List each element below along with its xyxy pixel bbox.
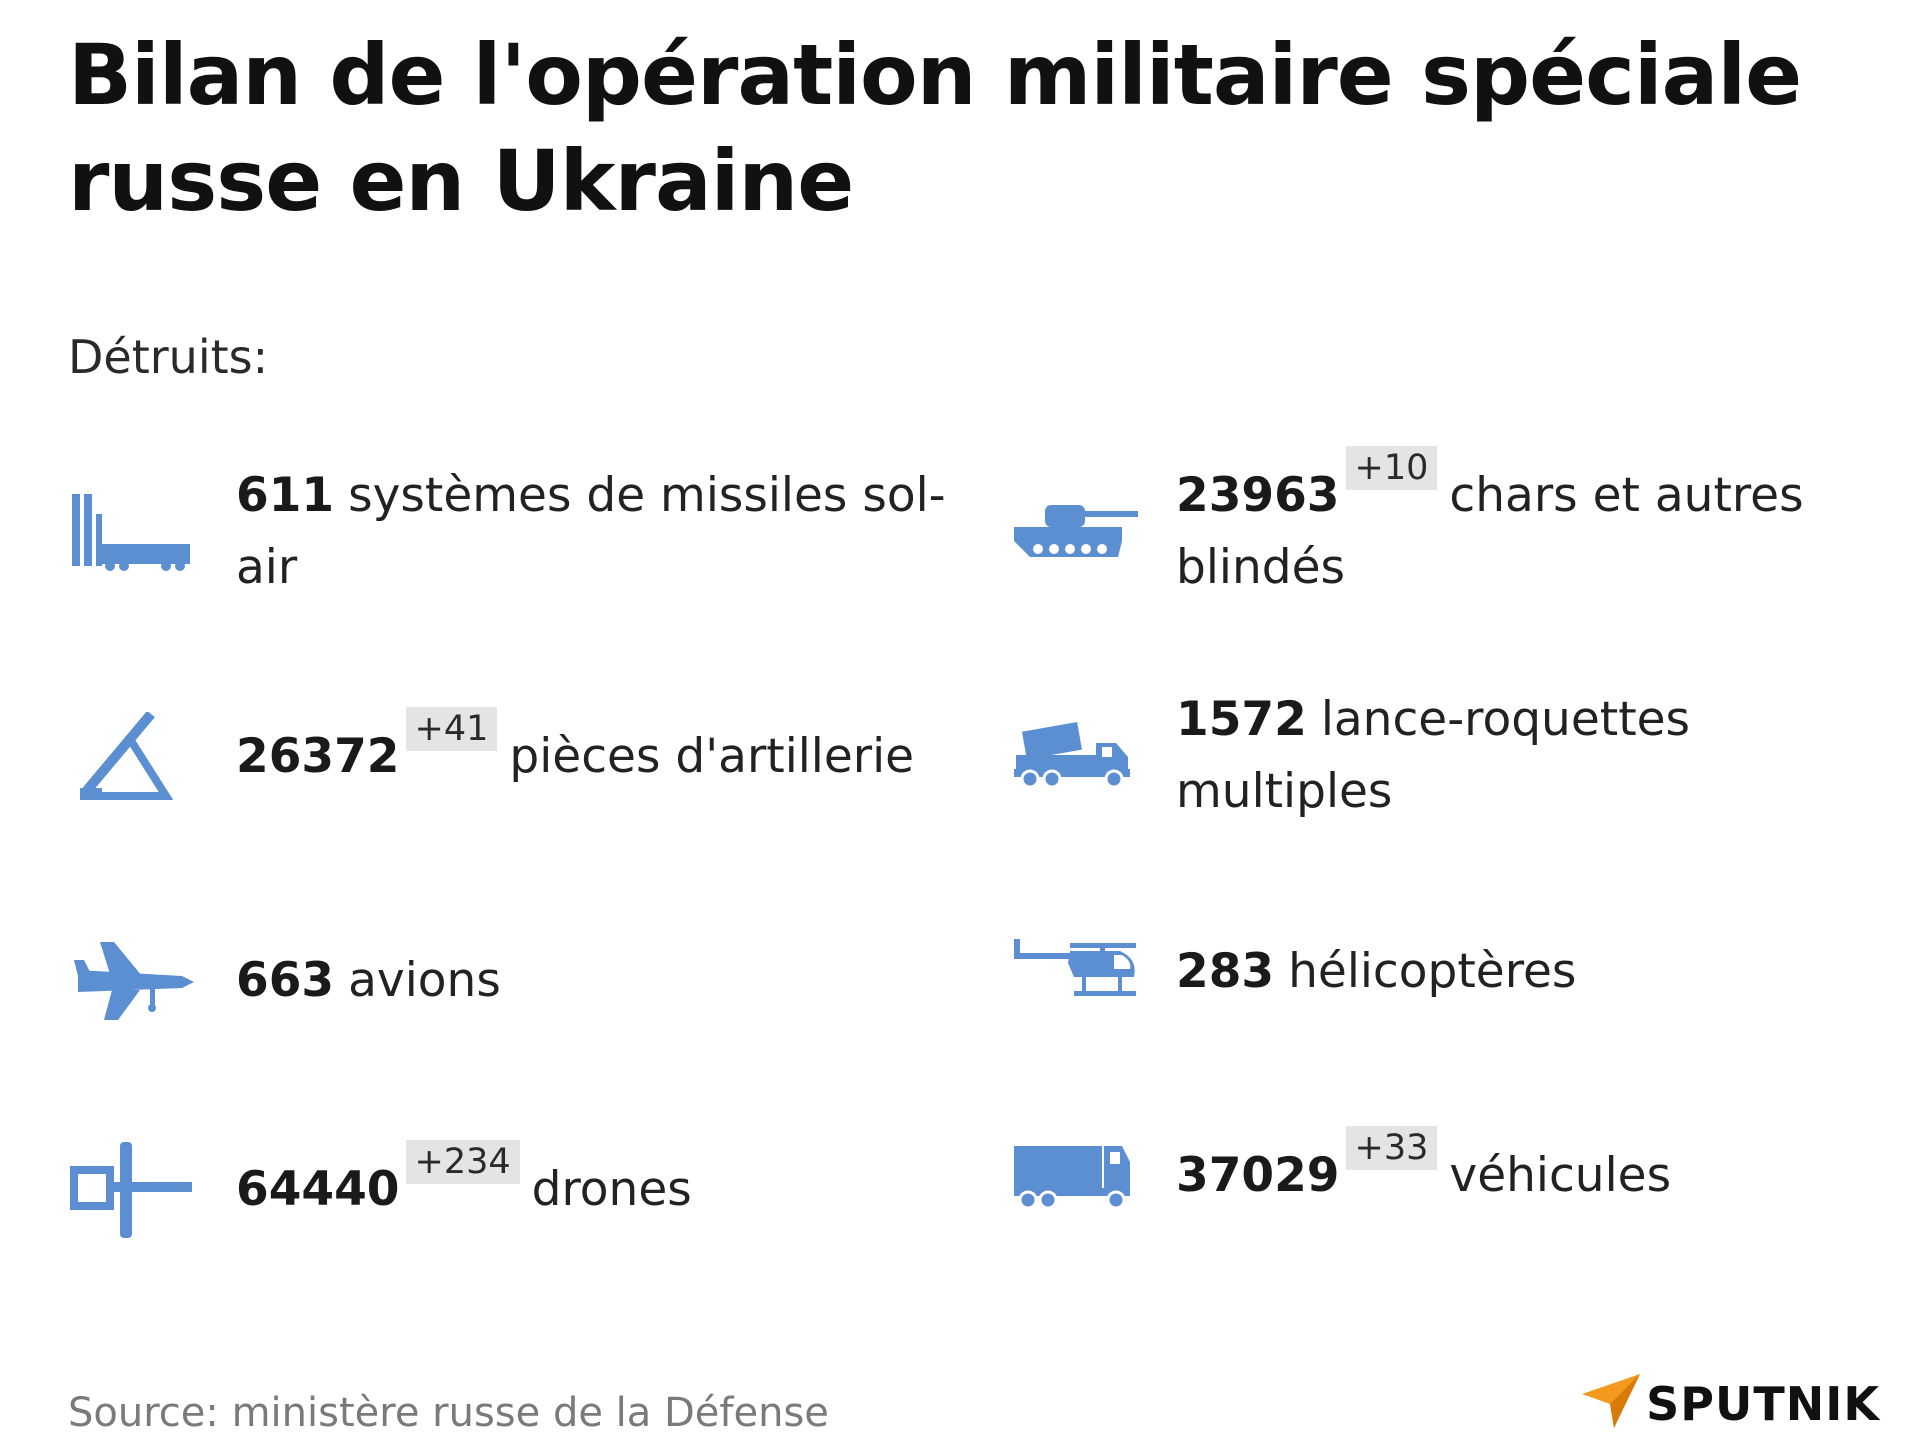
item-label: chars et autres blindés xyxy=(1176,468,1804,595)
count: 283 xyxy=(1176,944,1275,999)
count: 663 xyxy=(236,953,335,1008)
list-item: 64440 +234 drones xyxy=(70,1140,970,1240)
list-item: 283 hélicoptères xyxy=(1010,936,1890,1008)
count: 64440 xyxy=(236,1162,400,1217)
count: 611 xyxy=(236,468,335,523)
page-title: Bilan de l'opération militaire spéciale … xyxy=(68,26,1802,230)
list-item: 23963 +10 chars et autres blindés xyxy=(1010,446,1890,604)
logo-flame-icon xyxy=(1580,1372,1642,1435)
delta-badge: +41 xyxy=(405,707,498,751)
tank-icon xyxy=(1010,497,1140,567)
item-label: lance-roquettes multiples xyxy=(1176,692,1691,819)
list-item: 37029 +33 véhicules xyxy=(1010,1126,1890,1212)
artillery-icon xyxy=(70,712,200,802)
item-label: véhicules xyxy=(1449,1148,1672,1203)
count: 26372 xyxy=(236,729,400,784)
brand-name: SPUTNIK xyxy=(1646,1376,1880,1431)
list-item: 611 systèmes de missiles sol-air xyxy=(70,460,970,604)
item-label: hélicoptères xyxy=(1288,944,1577,999)
list-item: 26372 +41 pièces d'artillerie xyxy=(70,707,970,802)
count: 1572 xyxy=(1176,692,1307,747)
source-note: Source: ministère russe de la Défense xyxy=(68,1390,829,1436)
helicopter-icon xyxy=(1010,937,1140,1007)
list-item: 1572 lance-roquettes multiples xyxy=(1010,684,1890,828)
item-label: systèmes de missiles sol-air xyxy=(236,468,946,595)
subtitle: Détruits: xyxy=(68,330,269,384)
brand-logo: SPUTNIK xyxy=(1580,1372,1880,1435)
airplane-icon xyxy=(70,936,200,1026)
list-item: 663 avions xyxy=(70,936,970,1026)
item-label: avions xyxy=(348,953,501,1008)
delta-badge: +10 xyxy=(1345,446,1438,490)
truck-icon xyxy=(1010,1140,1140,1212)
delta-badge: +33 xyxy=(1345,1126,1438,1170)
item-label: drones xyxy=(531,1162,692,1217)
count: 23963 xyxy=(1176,468,1340,523)
item-label: pièces d'artillerie xyxy=(509,729,915,784)
rocket-launcher-truck-icon xyxy=(1010,721,1140,791)
missile-launcher-icon xyxy=(70,492,200,572)
delta-badge: +234 xyxy=(405,1140,520,1184)
count: 37029 xyxy=(1176,1148,1340,1203)
drone-icon xyxy=(70,1140,200,1240)
